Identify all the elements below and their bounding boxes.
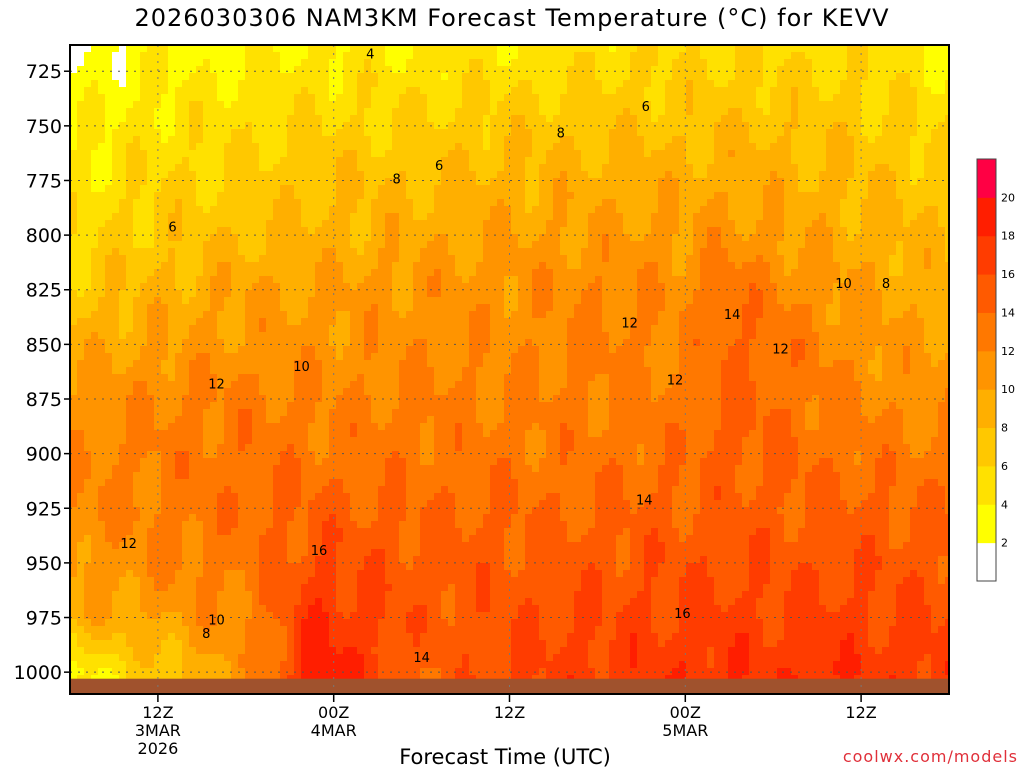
x-tick-label: 12Z <box>142 703 173 722</box>
contour-label: 10 <box>208 614 225 629</box>
colorbar-swatch <box>977 428 996 467</box>
colorbar-label: 18 <box>1001 230 1015 243</box>
y-tick-label: 875 <box>26 389 62 411</box>
contour-label: 8 <box>393 172 401 187</box>
colorbar-label: 10 <box>1001 383 1015 396</box>
contour-label: 10 <box>835 277 852 292</box>
contour-label: 12 <box>621 317 638 332</box>
colorbar-swatch <box>977 466 996 505</box>
contour-label: 6 <box>642 100 650 115</box>
y-tick-label: 1000 <box>14 662 62 684</box>
contour-label: 12 <box>667 373 684 388</box>
contour-label: 10 <box>293 360 310 375</box>
contour-label: 4 <box>366 48 374 63</box>
contour-label: 8 <box>882 277 890 292</box>
x-axis-label: Forecast Time (UTC) <box>330 745 680 769</box>
credit-link[interactable]: coolwx.com/models <box>843 747 1018 766</box>
x-tick-label: 12Z <box>845 703 876 722</box>
contour-label: 12 <box>208 378 225 393</box>
colorbar: 2 4 6 8 10 12 14 16 18 20 <box>977 159 1015 582</box>
contour-label: 16 <box>674 607 691 622</box>
x-tick-label: 2026 <box>138 739 179 758</box>
y-tick-label: 775 <box>26 170 62 192</box>
colorbar-swatch <box>977 543 996 582</box>
colorbar-swatch <box>977 159 996 198</box>
contour-label: 6 <box>168 220 176 235</box>
colorbar-label: 14 <box>1001 306 1015 319</box>
colorbar-label: 6 <box>1001 460 1008 473</box>
contour-label: 14 <box>413 651 430 666</box>
contour-label: 14 <box>636 494 653 509</box>
y-tick-label: 800 <box>26 225 62 247</box>
y-tick-label: 975 <box>26 608 62 630</box>
colorbar-swatch <box>977 351 996 390</box>
x-tick-label: 3MAR <box>135 721 181 740</box>
y-tick-label: 925 <box>26 498 62 520</box>
colorbar-label: 16 <box>1001 268 1015 281</box>
plot-area <box>70 45 953 697</box>
contour-label: 6 <box>435 159 443 174</box>
colorbar-swatch <box>977 274 996 313</box>
colorbar-swatch <box>977 389 996 428</box>
y-tick-label: 750 <box>26 116 62 138</box>
colorbar-label: 8 <box>1001 422 1008 435</box>
x-tick-label: 12Z <box>494 703 525 722</box>
contour-label: 8 <box>202 627 210 642</box>
contour-label: 12 <box>120 537 137 552</box>
colorbar-label: 4 <box>1001 498 1008 511</box>
colorbar-label: 20 <box>1001 191 1015 204</box>
contour-label: 12 <box>772 343 789 358</box>
x-tick-label: 4MAR <box>311 721 357 740</box>
colorbar-label: 12 <box>1001 345 1015 358</box>
y-axis: 725 750 775 800 825 850 875 900 925 950 975 1000 <box>14 61 70 684</box>
contour-label: 14 <box>724 308 741 323</box>
y-tick-label: 900 <box>26 444 62 466</box>
contour-label: 8 <box>557 126 565 141</box>
colorbar-swatch <box>977 236 996 275</box>
contour-label: 16 <box>311 544 328 559</box>
colorbar-label: 2 <box>1001 537 1008 550</box>
y-tick-label: 850 <box>26 334 62 356</box>
colorbar-swatch <box>977 197 996 236</box>
colorbar-swatch <box>977 504 996 543</box>
colorbar-swatch <box>977 312 996 351</box>
x-tick-label: 00Z <box>670 703 701 722</box>
x-tick-label: 5MAR <box>662 721 708 740</box>
y-tick-label: 725 <box>26 61 62 83</box>
y-tick-label: 825 <box>26 280 62 302</box>
y-tick-label: 950 <box>26 553 62 575</box>
x-tick-label: 00Z <box>318 703 349 722</box>
